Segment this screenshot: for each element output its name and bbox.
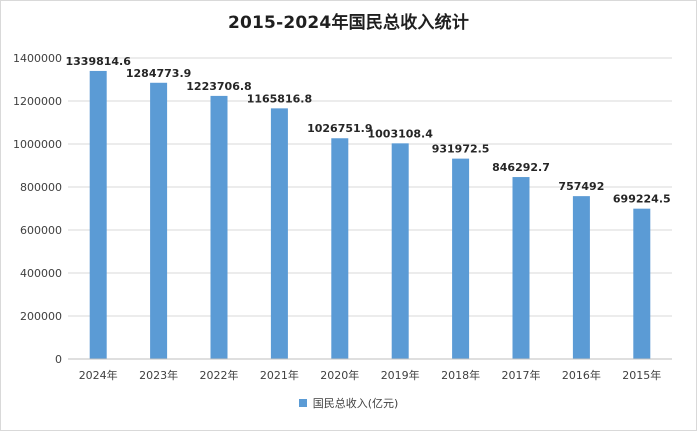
data-label: 1223706.8 — [186, 80, 251, 93]
bar — [452, 158, 470, 359]
x-axis: 2024年 2023年 2022年 2021年 2020年 2019年 2018年 2017年… — [68, 358, 672, 382]
bar — [391, 143, 409, 359]
y-tick-label: 200000 — [20, 310, 62, 323]
data-label: 757492 — [558, 180, 604, 193]
y-tick-label: 1000000 — [13, 138, 62, 151]
y-tick-label: 400000 — [20, 267, 62, 280]
y-axis: 0 200000 400000 600000 800000 1000000 1200000 1… — [13, 52, 62, 366]
x-tick-label: 2022年 — [200, 368, 239, 382]
data-label: 699224.5 — [613, 193, 671, 206]
bar — [150, 82, 168, 359]
x-tick-label: 2018年 — [441, 368, 480, 382]
data-label: 1003108.4 — [367, 127, 433, 140]
x-tick-label: 2016年 — [562, 368, 601, 382]
bar — [633, 208, 651, 359]
bar — [572, 196, 590, 359]
legend-swatch — [298, 399, 307, 407]
data-label: 846292.7 — [492, 161, 550, 174]
bar — [89, 70, 107, 360]
y-tick-label: 600000 — [20, 224, 62, 237]
y-tick-label: 1400000 — [13, 52, 62, 65]
bar — [512, 177, 530, 359]
data-label: 931972.5 — [432, 143, 490, 156]
x-tick-label: 2017年 — [502, 368, 541, 382]
bar — [270, 108, 288, 359]
bar — [331, 138, 349, 359]
chart-title: 2015-2024年国民总收入统计 — [227, 13, 470, 33]
x-tick-label: 2019年 — [381, 368, 420, 382]
x-tick-label: 2015年 — [622, 368, 661, 382]
y-tick-label: 1200000 — [13, 95, 62, 108]
y-tick-label: 0 — [55, 353, 62, 366]
legend-label: 国民总收入(亿元) — [312, 397, 399, 410]
x-tick-label: 2020年 — [320, 368, 359, 382]
data-label: 1339814.6 — [65, 55, 131, 68]
x-tick-label: 2024年 — [79, 368, 118, 382]
data-label: 1165816.8 — [247, 92, 312, 105]
data-label: 1284773.9 — [126, 67, 191, 80]
bar — [210, 95, 228, 359]
data-label: 1026751.9 — [307, 122, 372, 135]
x-tick-label: 2023年 — [139, 368, 178, 382]
x-tick-label: 2021年 — [260, 368, 299, 382]
legend: 国民总收入(亿元) — [0, 395, 697, 411]
y-tick-label: 800000 — [20, 181, 62, 194]
grid-lines — [68, 57, 672, 317]
